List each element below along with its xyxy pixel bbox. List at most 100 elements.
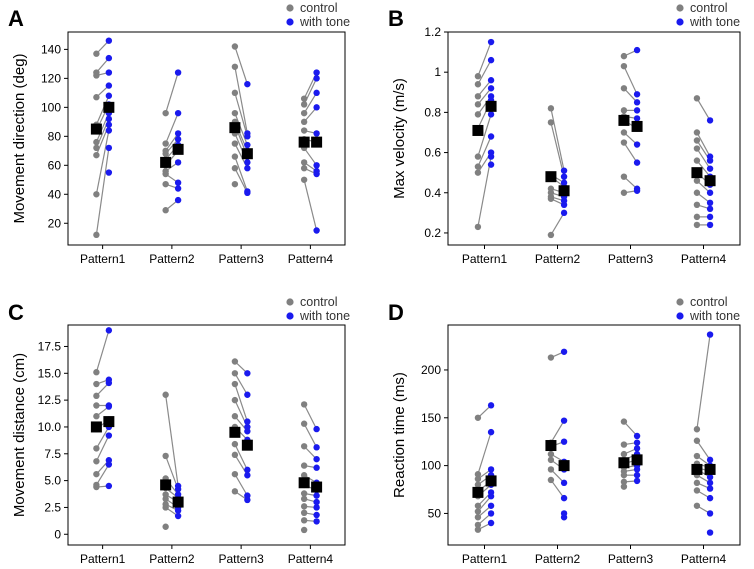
control-point	[474, 508, 482, 515]
control-point	[693, 189, 701, 196]
y-tick-label: 0.8	[424, 105, 441, 119]
tone-point	[244, 141, 251, 149]
tone-point	[633, 477, 641, 485]
tone-point	[487, 510, 495, 517]
paired-line	[303, 147, 318, 166]
tone-point	[313, 162, 320, 169]
tone-point	[313, 444, 320, 451]
control-point	[93, 50, 100, 57]
control-point	[693, 137, 701, 144]
control-point	[231, 140, 239, 147]
mean-control-marker	[691, 463, 703, 475]
mean-tone-marker	[704, 175, 716, 187]
control-point	[547, 456, 555, 464]
tone-point	[105, 121, 113, 128]
paired-line	[95, 435, 110, 462]
tone-point	[313, 89, 320, 97]
paired-line	[95, 147, 110, 235]
tone-point	[105, 92, 113, 99]
tone-point	[105, 461, 113, 468]
legend-tone-marker	[676, 18, 684, 26]
control-point	[547, 476, 555, 484]
tone-point	[706, 485, 714, 492]
paired-line	[623, 87, 638, 103]
tone-point	[560, 514, 568, 521]
tone-point	[706, 213, 714, 221]
control-point	[547, 231, 555, 239]
panel-a: A 20 40 60 80 100 120 140 Pattern1 Pattern2 Patter…	[8, 1, 350, 266]
mean-control-marker	[472, 124, 484, 136]
tone-point	[487, 38, 495, 46]
tone-point	[105, 403, 113, 410]
control-point	[93, 445, 100, 452]
tone-point	[174, 512, 182, 520]
control-point	[474, 521, 482, 529]
paired-line	[623, 142, 638, 163]
legend-tone-label: with tone	[299, 309, 350, 323]
tone-point	[633, 141, 641, 148]
y-tick-label: 40	[48, 187, 62, 201]
tone-point	[313, 104, 320, 111]
y-tick-label: 150	[421, 411, 441, 425]
tone-point	[313, 492, 320, 499]
panel-c: C 0 2.5 5.0 7.5 10.0 12.5 15.0 17.5 Pattern1 Patte…	[8, 295, 350, 566]
tone-point	[174, 185, 182, 192]
tone-point	[174, 109, 182, 117]
legend-tone-marker	[676, 312, 684, 320]
control-point	[474, 514, 482, 521]
control-point	[231, 165, 239, 172]
panel-letter: A	[8, 6, 24, 31]
control-point	[300, 95, 308, 102]
control-point	[620, 129, 628, 136]
tone-point	[633, 46, 641, 54]
mean-tone-marker	[558, 185, 570, 197]
tone-point	[487, 161, 495, 168]
control-point	[300, 462, 308, 469]
control-point	[300, 490, 308, 497]
control-point	[620, 450, 628, 458]
y-axis-title: Movement distance (cm)	[11, 353, 28, 517]
control-point	[300, 526, 308, 534]
panel-b: B 0.2 0.4 0.6 0.8 1 1.2 Pattern1 Pattern2 Pattern…	[388, 1, 741, 266]
y-tick-label: 80	[48, 129, 62, 143]
control-point	[93, 402, 100, 409]
y-tick-label: 0.2	[424, 226, 441, 240]
control-point	[93, 72, 100, 79]
tone-point	[633, 159, 641, 166]
tone-point	[487, 402, 495, 409]
control-point	[620, 471, 628, 479]
paired-line	[550, 212, 565, 236]
paired-line	[165, 72, 179, 114]
mean-tone-marker	[631, 454, 643, 466]
paired-line	[477, 41, 492, 77]
tone-point	[706, 473, 714, 481]
mean-tone-marker	[704, 463, 716, 475]
control-point	[231, 440, 239, 448]
control-point	[231, 380, 239, 388]
control-point	[162, 170, 169, 178]
control-point	[474, 223, 482, 231]
x-tick-label: Pattern3	[608, 252, 654, 266]
control-point	[474, 526, 482, 533]
paired-line	[95, 464, 110, 486]
mean-control-marker	[545, 440, 557, 452]
x-tick-label: Pattern1	[462, 252, 508, 266]
plot-frame	[447, 31, 741, 246]
y-tick-label: 10.0	[38, 420, 62, 434]
plot-frame	[67, 324, 346, 546]
x-tick-label: Pattern2	[149, 552, 195, 566]
tone-point	[487, 77, 495, 84]
control-point	[231, 358, 239, 365]
legend-control-marker	[676, 4, 684, 12]
control-point	[620, 52, 628, 60]
paired-line	[234, 372, 248, 396]
tone-point	[313, 504, 320, 511]
mean-control-marker	[229, 426, 241, 438]
tone-point	[633, 187, 641, 194]
control-point	[693, 452, 701, 460]
tone-point	[706, 331, 714, 338]
mean-tone-marker	[103, 101, 115, 113]
legend-tone-label: with tone	[689, 15, 740, 29]
control-point	[162, 140, 169, 147]
